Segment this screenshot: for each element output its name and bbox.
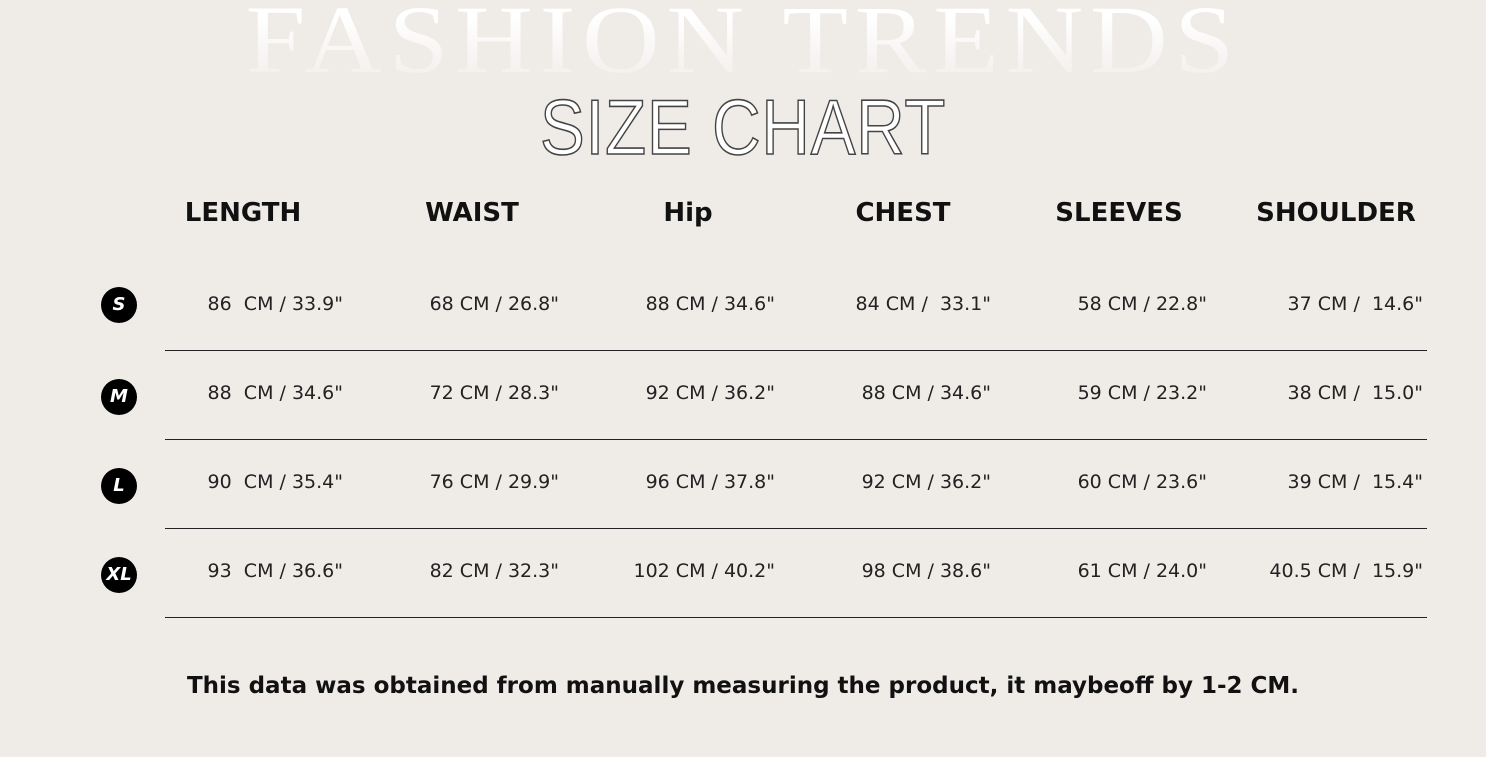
table-cell: 59 CM / 23.2" [1077,382,1207,404]
page-title: SIZE CHART [0,83,1486,171]
column-header: WAIST [425,198,519,228]
table-cell: 86 CM / 33.9" [207,293,343,315]
row-divider [165,350,1427,351]
table-cell: 96 CM / 37.8" [645,471,775,493]
table-cell: 68 CM / 26.8" [429,293,559,315]
background-watermark-text: FASHION TRENDS [245,0,1241,80]
table-cell: 61 CM / 24.0" [1077,560,1207,582]
table-cell: 39 CM / 15.4" [1287,471,1423,493]
size-badge: M [101,379,137,415]
table-cell: 88 CM / 34.6" [645,293,775,315]
table-cell: 58 CM / 22.8" [1077,293,1207,315]
column-header: CHEST [855,198,951,228]
table-cell: 98 CM / 38.6" [861,560,991,582]
table-cell: 37 CM / 14.6" [1287,293,1423,315]
table-cell: 88 CM / 34.6" [861,382,991,404]
column-header: SLEEVES [1055,198,1183,228]
table-cell: 82 CM / 32.3" [429,560,559,582]
table-cell: 92 CM / 36.2" [861,471,991,493]
row-divider [165,528,1427,529]
row-divider [165,439,1427,440]
background-watermark: FASHION TRENDS [0,0,1486,80]
table-cell: 88 CM / 34.6" [207,382,343,404]
row-divider [165,617,1427,618]
column-header: SHOULDER [1256,198,1416,228]
table-cell: 102 CM / 40.2" [633,560,776,582]
table-cell: 40.5 CM / 15.9" [1269,560,1423,582]
size-badge: XL [101,557,137,593]
table-cell: 84 CM / 33.1" [855,293,991,315]
table-cell: 92 CM / 36.2" [645,382,775,404]
table-cell: 60 CM / 23.6" [1077,471,1207,493]
page-title-text: SIZE CHART [539,83,947,171]
column-header: Hip [663,198,713,228]
measurement-note: This data was obtained from manually mea… [186,673,1300,699]
table-cell: 90 CM / 35.4" [207,471,343,493]
column-header: LENGTH [184,198,302,228]
size-badge: L [101,468,137,504]
table-cell: 72 CM / 28.3" [429,382,559,404]
size-badge: S [101,287,137,323]
table-cell: 38 CM / 15.0" [1287,382,1423,404]
table-cell: 76 CM / 29.9" [429,471,559,493]
table-cell: 93 CM / 36.6" [207,560,343,582]
